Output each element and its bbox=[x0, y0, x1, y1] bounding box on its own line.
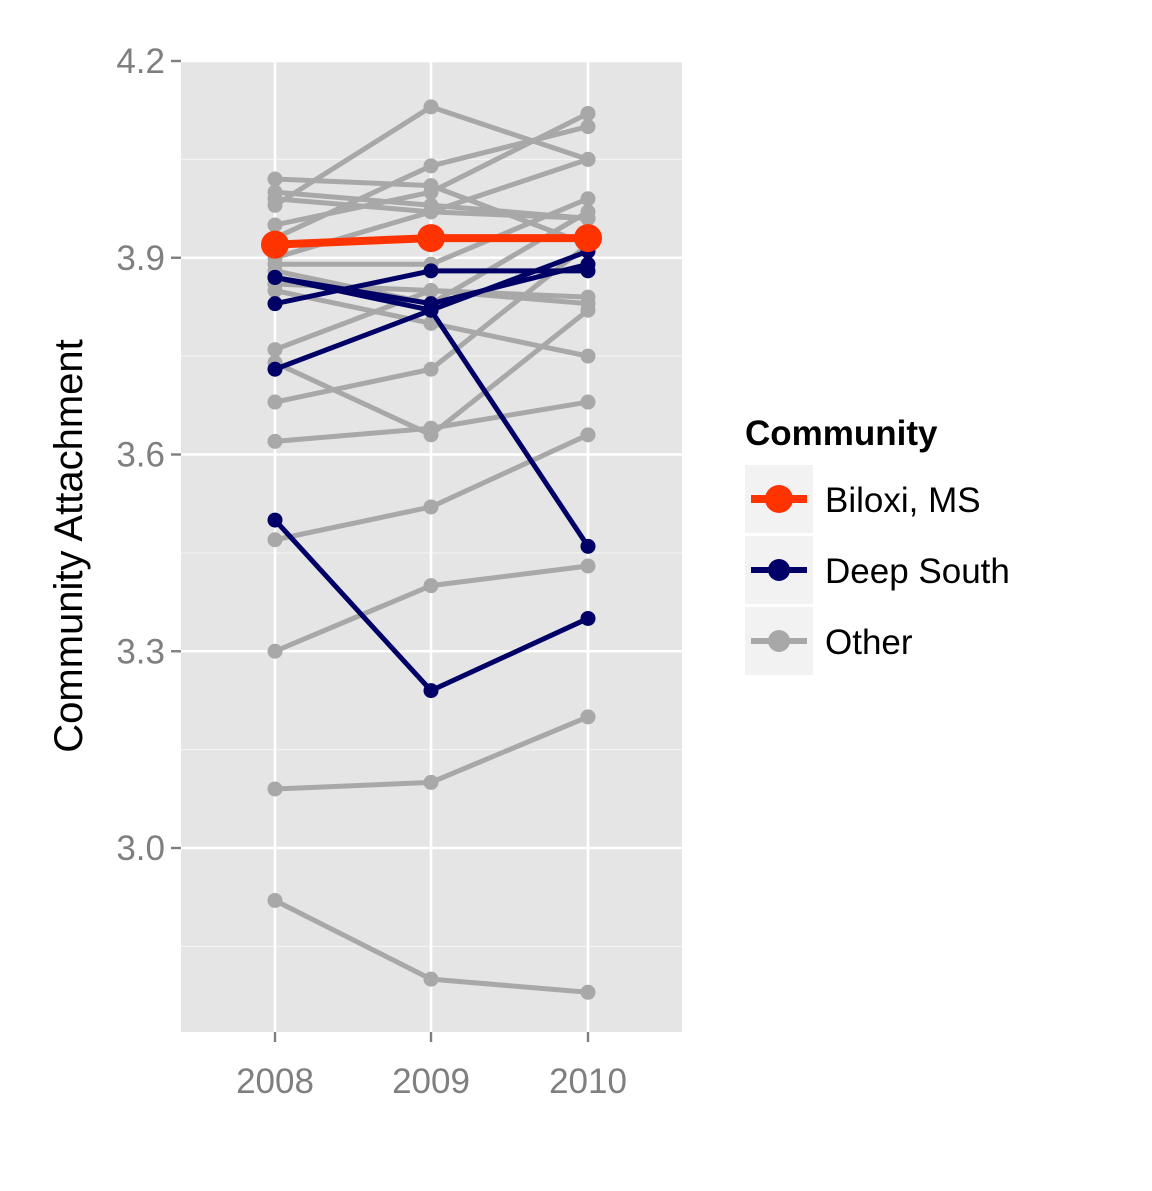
x-tick-label: 2009 bbox=[392, 1062, 470, 1101]
data-point bbox=[267, 781, 283, 797]
data-point bbox=[423, 361, 439, 377]
data-point bbox=[423, 283, 439, 299]
data-point bbox=[423, 499, 439, 515]
data-point bbox=[580, 302, 596, 318]
data-point bbox=[267, 433, 283, 449]
data-point bbox=[580, 105, 596, 121]
x-tick-label: 2008 bbox=[236, 1062, 314, 1101]
y-tick-label: 4.2 bbox=[116, 42, 165, 81]
data-point bbox=[267, 512, 283, 528]
data-point bbox=[423, 158, 439, 174]
data-point bbox=[580, 119, 596, 135]
legend-label: Deep South bbox=[825, 552, 1010, 591]
data-point bbox=[423, 578, 439, 594]
data-point bbox=[580, 610, 596, 626]
data-point bbox=[580, 151, 596, 167]
data-point bbox=[423, 683, 439, 699]
data-point bbox=[580, 709, 596, 725]
legend: Community Biloxi, MS Deep South Other bbox=[745, 414, 1010, 675]
data-point bbox=[267, 283, 283, 299]
series-biloxi bbox=[261, 224, 602, 259]
legend-label: Biloxi, MS bbox=[825, 481, 981, 520]
data-point bbox=[423, 774, 439, 790]
data-point bbox=[423, 99, 439, 115]
data-point bbox=[267, 191, 283, 207]
data-point bbox=[267, 643, 283, 659]
data-point bbox=[267, 296, 283, 312]
y-tick-label: 3.3 bbox=[116, 632, 165, 671]
data-point bbox=[423, 302, 439, 318]
data-point bbox=[580, 427, 596, 443]
y-tick-label: 3.9 bbox=[116, 239, 165, 278]
legend-key-point bbox=[768, 559, 790, 581]
y-axis-title: Community Attachment bbox=[47, 339, 91, 753]
data-point bbox=[580, 263, 596, 279]
data-point bbox=[267, 532, 283, 548]
data-point bbox=[423, 204, 439, 220]
data-point bbox=[580, 558, 596, 574]
data-point bbox=[580, 394, 596, 410]
data-point bbox=[417, 224, 445, 253]
data-point bbox=[267, 394, 283, 410]
data-point bbox=[267, 892, 283, 908]
data-point bbox=[580, 191, 596, 207]
legend-key-point bbox=[765, 485, 793, 513]
data-point bbox=[423, 263, 439, 279]
data-point bbox=[267, 342, 283, 358]
y-tick-label: 3.6 bbox=[116, 436, 165, 475]
data-point bbox=[423, 971, 439, 987]
data-point bbox=[580, 538, 596, 554]
series-deep-south bbox=[267, 243, 596, 699]
data-point bbox=[267, 171, 283, 187]
data-point bbox=[423, 184, 439, 200]
data-point bbox=[261, 230, 289, 259]
data-point bbox=[267, 269, 283, 285]
axes: 3.0 3.3 3.6 3.9 4.2 2008 2009 2010 bbox=[116, 42, 627, 1101]
data-point bbox=[574, 224, 602, 253]
data-point bbox=[580, 984, 596, 1000]
data-point bbox=[580, 210, 596, 226]
legend-label: Other bbox=[825, 623, 913, 662]
data-point bbox=[267, 217, 283, 233]
y-tick-label: 3.0 bbox=[116, 829, 165, 868]
legend-title: Community bbox=[745, 414, 938, 453]
x-tick-label: 2010 bbox=[549, 1062, 627, 1101]
data-point bbox=[423, 420, 439, 436]
data-point bbox=[580, 348, 596, 364]
legend-key-point bbox=[768, 630, 790, 652]
data-point bbox=[267, 361, 283, 377]
